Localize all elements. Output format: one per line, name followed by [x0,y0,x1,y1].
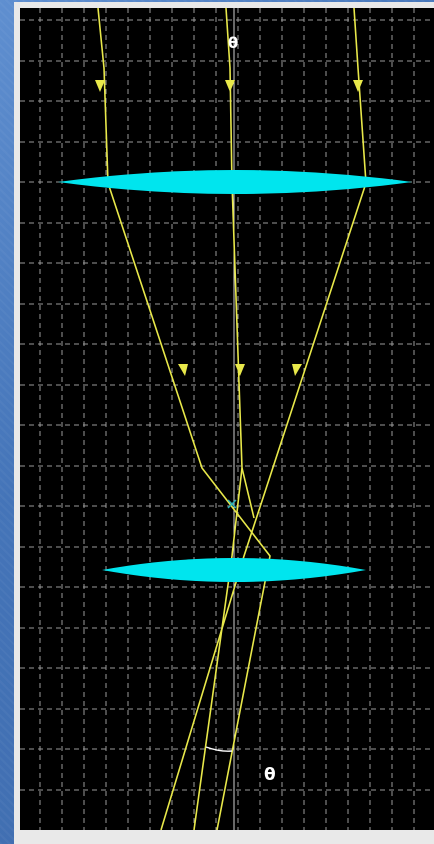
simulation-canvas: θ θ [20,8,434,830]
arrow-down-icon [225,80,235,92]
ray-right [160,8,367,830]
rays [97,8,367,830]
ray-center-lower [241,467,255,519]
arrow-down-icon [292,364,302,376]
lower-lens [102,558,366,582]
angle-label-bottom: θ [264,765,276,785]
ray-arrows [95,80,363,376]
angle-arc-bottom [205,746,233,752]
cross-marker-icon [227,499,237,509]
arrow-down-icon [353,80,363,92]
arrow-down-icon [178,364,188,376]
arrow-down-icon [235,364,245,376]
ray-center [193,8,243,830]
optics-diagram: θ θ [20,8,434,830]
ray-left [97,8,271,830]
upper-lens [58,170,412,194]
arrow-down-icon [95,80,105,92]
angle-label-top: θ [228,34,238,52]
grid [20,8,434,830]
